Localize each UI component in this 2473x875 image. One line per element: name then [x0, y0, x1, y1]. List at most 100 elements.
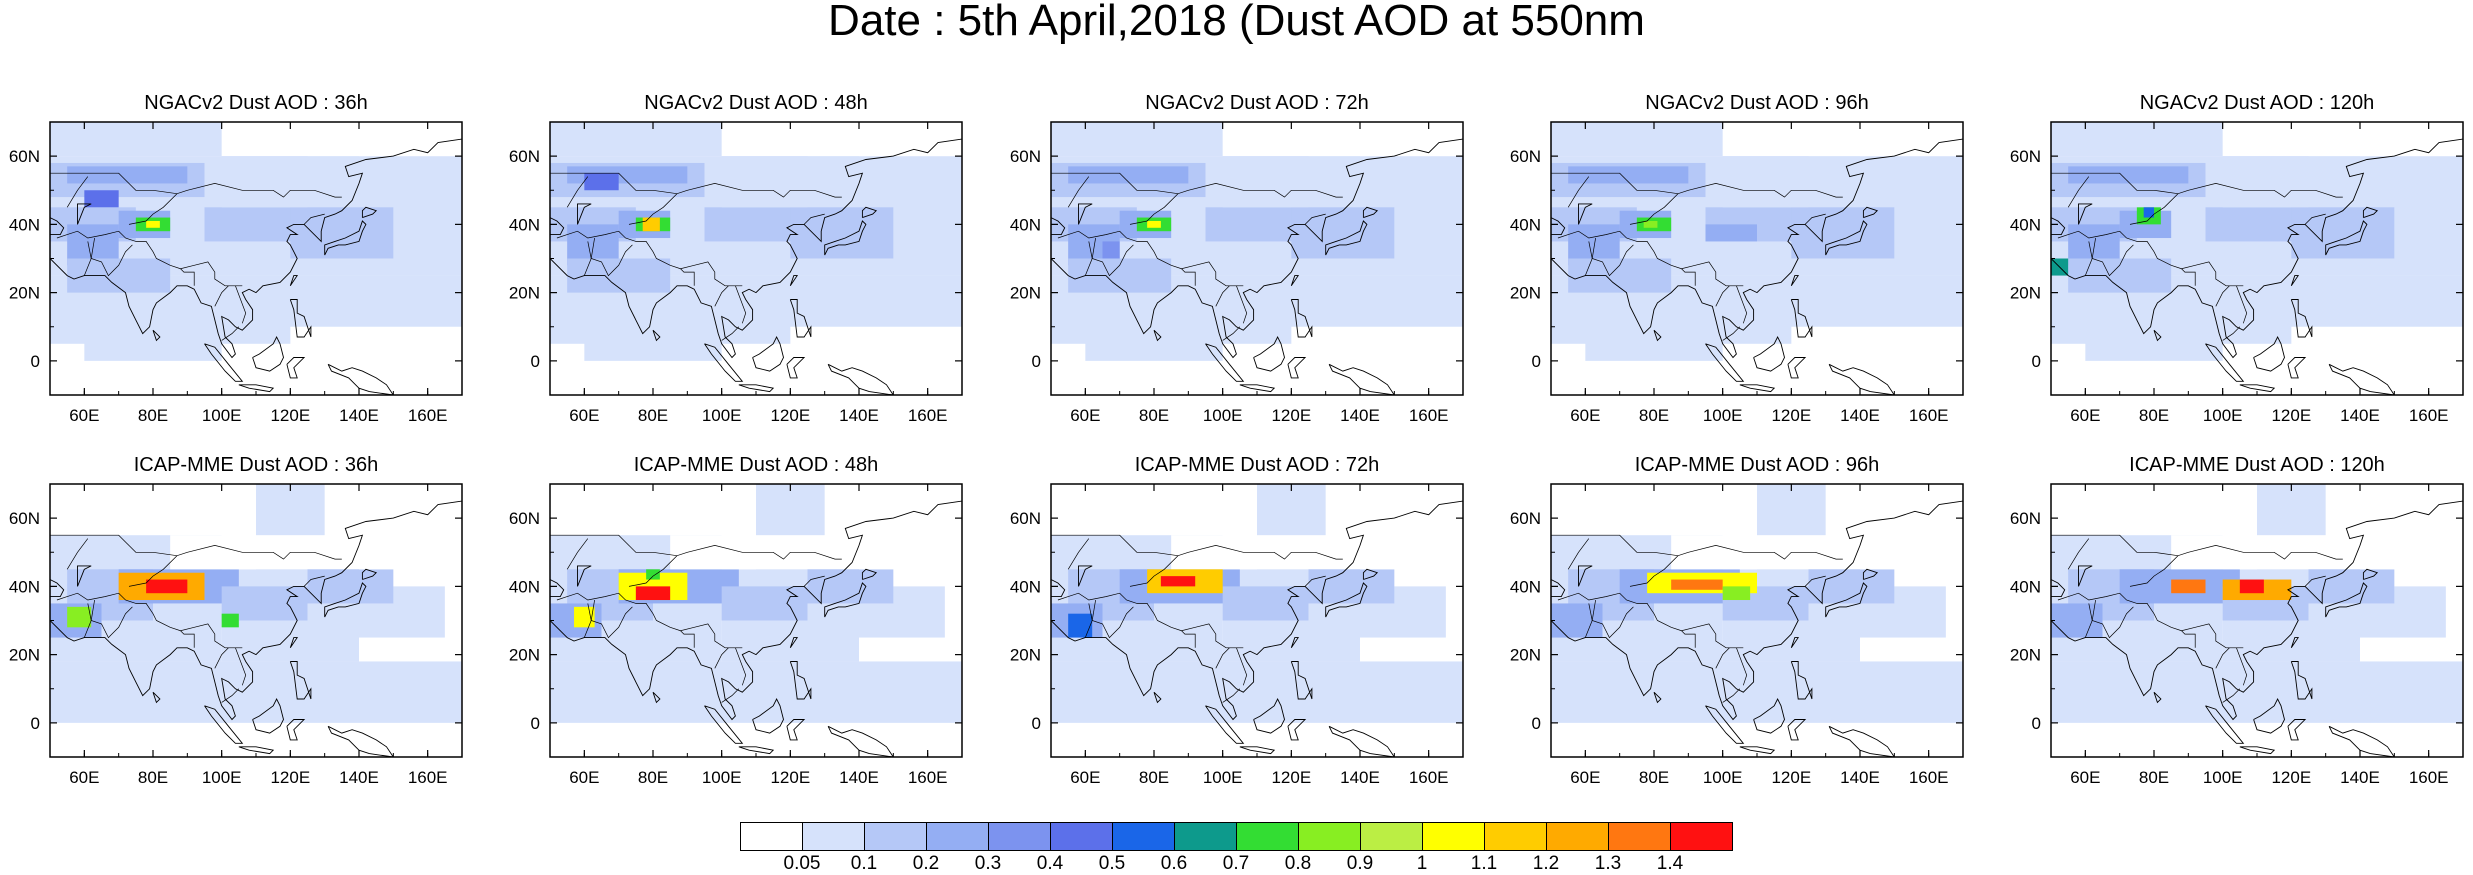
lon-tick-label: 140E	[339, 768, 379, 787]
aod-cell	[359, 122, 462, 157]
country-border	[221, 688, 240, 703]
aod-cell	[1360, 122, 1463, 157]
coastline	[789, 637, 799, 649]
coastline	[1787, 719, 1807, 741]
country-border	[1222, 688, 1241, 703]
aod-colorbar	[740, 822, 1733, 851]
colorbar-swatch	[1422, 822, 1485, 851]
coastline	[1739, 384, 1776, 393]
map-panel: NGACv2 Dust AOD : 96h 60N 40N 20N 0 60E 80E 100…	[1510, 92, 1964, 425]
panel-title: NGACv2 Dust AOD : 72h	[1145, 92, 1368, 114]
aod-cell	[1291, 207, 1395, 259]
coastline	[738, 746, 775, 755]
country-border	[2067, 176, 2090, 208]
country-border	[66, 538, 89, 570]
country-border	[2304, 213, 2326, 225]
coastline	[1051, 217, 1066, 236]
colorbar-swatch	[802, 822, 865, 851]
coastline	[1253, 697, 1285, 734]
lon-tick-label: 80E	[2139, 406, 2169, 425]
country-border	[556, 230, 605, 239]
map-panel: ICAP-MME Dust AOD : 36h 60N 40N 20N 0 60E 80E 1…	[9, 454, 463, 787]
coastline	[1239, 384, 1276, 393]
coastline	[204, 343, 244, 382]
coastline	[1551, 217, 1566, 236]
coastline	[238, 384, 275, 393]
colorbar-swatch	[1360, 822, 1423, 851]
coastline	[1362, 568, 1379, 580]
colorbar-tick-label: 1.1	[1470, 853, 1498, 874]
aod-cell	[1551, 122, 1723, 157]
coastline	[2287, 357, 2307, 379]
lon-tick-label: 80E	[1639, 768, 1669, 787]
country-border	[2181, 268, 2196, 286]
dust-field	[1551, 122, 1963, 395]
lat-tick-label: 60N	[2010, 509, 2041, 528]
aod-cell	[1360, 484, 1463, 570]
country-border	[303, 213, 325, 225]
country-border	[1736, 647, 1748, 686]
aod-cell	[2171, 579, 2206, 594]
coastline	[2328, 725, 2395, 757]
colorbar-swatch	[864, 822, 927, 851]
panel-title: NGACv2 Dust AOD : 120h	[2140, 92, 2375, 114]
coastline	[789, 661, 812, 700]
country-border	[1215, 285, 1230, 307]
coastline	[1753, 697, 1785, 734]
country-border	[566, 176, 589, 208]
country-border	[583, 599, 595, 638]
lon-tick-label: 80E	[1139, 406, 1169, 425]
country-border	[2129, 193, 2179, 225]
coastline	[1653, 691, 1662, 704]
colorbar-tick-label: 0.5	[1098, 853, 1126, 874]
aod-cell	[1068, 613, 1093, 638]
country-border	[1181, 630, 1196, 648]
aod-cell	[646, 569, 660, 580]
colorbar-swatch	[926, 822, 989, 851]
coastline	[1153, 329, 1162, 342]
coastline	[324, 220, 367, 256]
coastline	[77, 565, 92, 587]
aod-cell	[2051, 722, 2463, 757]
country-border	[1304, 213, 1326, 225]
colorbar-tick-label: 0.4	[1036, 853, 1064, 874]
coastline	[286, 357, 306, 379]
aod-cell	[2068, 166, 2189, 184]
aod-cell	[50, 661, 462, 723]
aod-cell	[790, 207, 894, 259]
lon-tick-label: 100E	[702, 768, 742, 787]
lon-tick-label: 80E	[138, 406, 168, 425]
colorbar-swatch	[1484, 822, 1547, 851]
coastline	[1239, 746, 1276, 755]
lon-tick-label: 60E	[2070, 406, 2100, 425]
aod-cell	[635, 586, 671, 601]
country-border	[1804, 575, 1826, 587]
coastline	[252, 335, 284, 372]
lat-tick-label: 40N	[1510, 577, 1541, 596]
country-border	[1605, 230, 1744, 287]
lon-tick-label: 100E	[1203, 768, 1243, 787]
aod-cell	[1722, 156, 1809, 208]
country-border	[680, 630, 695, 648]
country-border	[1722, 326, 1741, 341]
coastline	[824, 220, 867, 256]
aod-cell	[1791, 326, 1963, 395]
country-border	[2304, 575, 2326, 587]
lon-tick-label: 140E	[2340, 406, 2380, 425]
coastline	[1825, 220, 1868, 256]
coastline	[1290, 299, 1313, 338]
coastline	[704, 343, 744, 382]
lon-tick-label: 120E	[2271, 768, 2311, 787]
panel-title: ICAP-MME Dust AOD : 36h	[134, 454, 379, 476]
country-border	[303, 575, 325, 587]
coastline	[152, 329, 161, 342]
country-border	[50, 534, 342, 560]
colorbar-tick-label: 0.6	[1160, 853, 1188, 874]
country-border	[1057, 592, 1106, 601]
country-border	[604, 592, 743, 649]
lon-tick-label: 120E	[270, 406, 310, 425]
coastline	[1790, 299, 1813, 338]
country-border	[2215, 647, 2230, 669]
coastline	[652, 691, 661, 704]
